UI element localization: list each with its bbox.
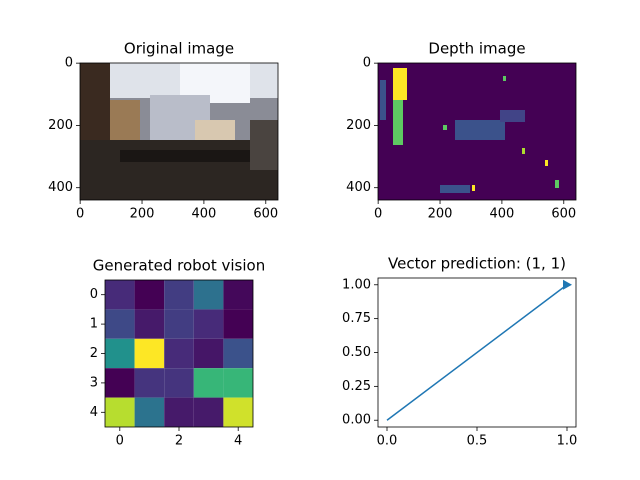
y-tick-label: 1.00	[342, 277, 371, 292]
heatmap-cell	[105, 368, 135, 398]
x-tick-label: 0.5	[467, 434, 488, 449]
x-tick-label: 400	[489, 207, 514, 222]
photo	[80, 63, 278, 200]
arrow-marker	[563, 279, 572, 290]
heatmap-cell	[193, 397, 224, 427]
y-tick-label: 0.25	[342, 379, 371, 394]
heatmap-cell	[164, 397, 194, 427]
y-tick-label: 200	[346, 118, 371, 133]
heatmap-cell	[105, 397, 135, 427]
subplot-title: Original image	[124, 40, 234, 58]
y-tick-label: 2	[90, 346, 98, 361]
x-tick-label: 4	[234, 434, 242, 449]
heatmap-cell	[134, 338, 165, 369]
heatmap-cell	[223, 397, 253, 427]
subplot-title: Generated robot vision	[93, 257, 265, 275]
heatmap-cell	[134, 280, 165, 310]
y-tick-label: 400	[48, 180, 73, 195]
heatmap-cell	[223, 309, 253, 339]
heatmap-cell	[193, 280, 224, 310]
axes-frame	[79, 62, 279, 201]
heatmap-cell	[164, 280, 194, 310]
x-tick-label: 0	[76, 207, 84, 222]
y-tick-label: 0	[90, 287, 98, 302]
heatmap-cell	[105, 280, 135, 310]
heatmap-cell	[193, 338, 224, 369]
line	[386, 284, 568, 421]
x-tick-label: 0	[116, 434, 124, 449]
x-tick-label: 200	[130, 207, 155, 222]
x-tick-label: 400	[191, 207, 216, 222]
axes-frame	[377, 62, 577, 201]
x-tick-label: 200	[428, 207, 453, 222]
heatmap-cell	[134, 397, 165, 427]
heatmap-cell	[223, 280, 253, 310]
heatmap-cell	[223, 368, 253, 398]
heatmap-cell	[193, 309, 224, 339]
heatmap-cell	[164, 309, 194, 339]
subplot-title: Vector prediction: (1, 1)	[388, 255, 566, 273]
heatmap-cell	[134, 309, 165, 339]
x-tick-label: 1.0	[557, 434, 578, 449]
y-tick-label: 0.50	[342, 345, 371, 360]
heatmap-cell	[105, 338, 135, 369]
y-tick-label: 1	[90, 317, 98, 332]
y-tick-label: 0	[363, 56, 371, 71]
x-tick-label: 600	[551, 207, 576, 222]
y-tick-label: 400	[346, 180, 371, 195]
x-tick-label: 0.0	[377, 434, 398, 449]
heatmap-cell	[164, 368, 194, 398]
y-tick-label: 200	[48, 118, 73, 133]
x-tick-label: 2	[175, 434, 183, 449]
heatmap-cell	[134, 368, 165, 398]
y-tick-label: 0.00	[342, 413, 371, 428]
y-tick-label: 0	[65, 56, 73, 71]
heatmap-cell	[223, 338, 253, 369]
heatmap-cell	[164, 338, 194, 369]
x-tick-label: 600	[253, 207, 278, 222]
depth-map	[378, 63, 576, 200]
y-tick-label: 3	[90, 375, 98, 390]
subplot-title: Depth image	[428, 40, 525, 58]
x-tick-label: 0	[374, 207, 382, 222]
y-tick-label: 4	[90, 405, 98, 420]
y-tick-label: 0.75	[342, 311, 371, 326]
heatmap-cell	[193, 368, 224, 398]
heatmap-cell	[105, 309, 135, 339]
